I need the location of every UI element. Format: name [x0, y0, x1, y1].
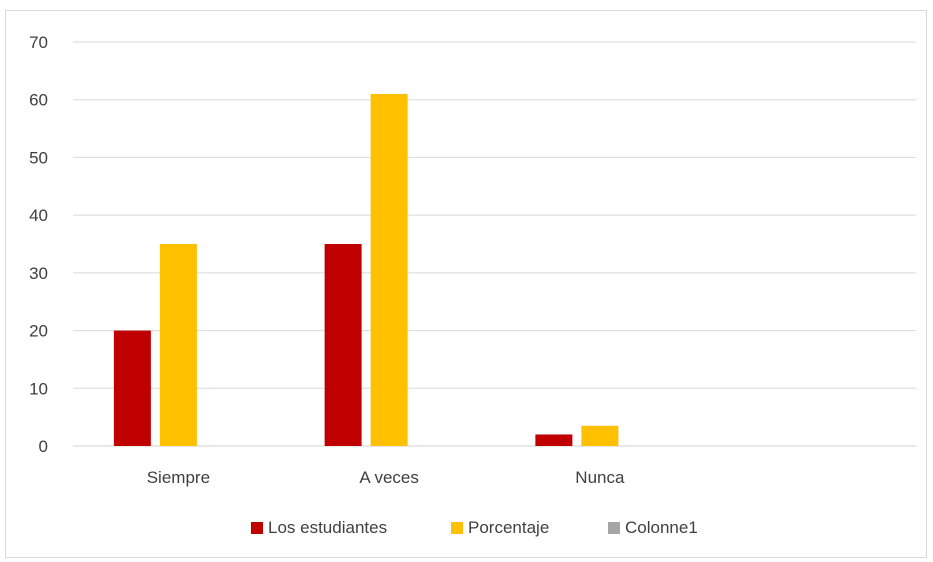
legend-label: Los estudiantes: [268, 518, 387, 537]
y-tick-label: 0: [39, 437, 48, 456]
legend: Los estudiantes Porcentaje Colonne1: [251, 518, 698, 537]
y-tick-label: 10: [29, 379, 48, 398]
y-tick-label: 20: [29, 322, 48, 341]
y-tick-label: 50: [29, 148, 48, 167]
y-tick-label: 70: [29, 33, 48, 52]
bars: [113, 93, 619, 446]
x-tick-label: Nunca: [575, 468, 625, 487]
x-tick-label: Siempre: [147, 468, 210, 487]
bar-porcentaje-siempre: [159, 244, 197, 446]
y-axis-tick-labels: 0 10 20 30 40 50 60 70: [29, 33, 48, 456]
y-tick-label: 60: [29, 91, 48, 110]
chart-frame: [5, 10, 927, 558]
bar-los-estudiantes-nunca: [535, 434, 573, 446]
bar-los-estudiantes-a-veces: [324, 244, 362, 446]
legend-swatch: [608, 522, 620, 534]
bar-porcentaje-nunca: [581, 425, 619, 446]
bar-los-estudiantes-siempre: [113, 330, 151, 446]
gridlines: [73, 41, 916, 447]
x-axis-category-labels: Siempre A veces Nunca: [147, 468, 625, 487]
x-tick-label: A veces: [359, 468, 419, 487]
bar-porcentaje-a-veces: [370, 93, 408, 446]
legend-label: Porcentaje: [468, 518, 549, 537]
legend-swatch: [251, 522, 263, 534]
legend-swatch: [451, 522, 463, 534]
legend-label: Colonne1: [625, 518, 698, 537]
y-tick-label: 30: [29, 264, 48, 283]
y-tick-label: 40: [29, 206, 48, 225]
